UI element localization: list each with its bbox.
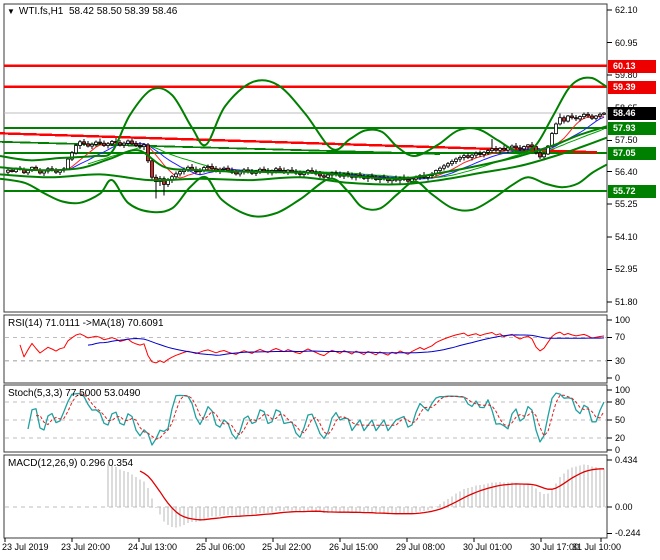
rsi-tick: 70	[615, 332, 626, 342]
price-tick: 60.95	[615, 38, 638, 48]
resistance-price-badge: 60.13	[608, 60, 656, 73]
time-tick-label: 25 Jul 06:00	[196, 542, 246, 552]
price-tick: 62.10	[615, 5, 638, 15]
macd-tick: 0.434	[615, 455, 638, 465]
time-tick-label: 31 Jul 10:00	[572, 542, 622, 552]
stoch-tick: 0	[615, 445, 621, 455]
stoch-tick: 80	[615, 397, 626, 407]
time-tick-label: 30 Jul 01:00	[463, 542, 513, 552]
price-tick: 56.40	[615, 167, 638, 177]
rsi-tick: 30	[615, 356, 626, 366]
time-tick-label: 25 Jul 22:00	[262, 542, 312, 552]
time-tick-label: 24 Jul 13:00	[128, 542, 178, 552]
stoch-tick: 50	[615, 415, 626, 425]
resistance-price-badge: 59.39	[608, 81, 656, 94]
ohlc-quote: 58.42 58.50 58.39 58.46	[68, 6, 178, 17]
price-tick: 52.95	[615, 264, 638, 274]
rsi-tick: 0	[615, 373, 621, 383]
macd-indicator-label: MACD(12,26,9) 0.296 0.354	[8, 458, 134, 469]
support-price-badge: 55.72	[608, 185, 656, 198]
rsi-tick: 100	[615, 315, 631, 325]
support-price-badge: 57.93	[608, 122, 656, 135]
macd-tick: 0.00	[615, 502, 633, 512]
time-tick-label: 23 Jul 2019	[2, 542, 49, 552]
chart-title: ▼ WTI.fs,H1 58.42 58.50 58.39 58.46	[7, 6, 177, 17]
price-tick: 59.80	[615, 70, 638, 80]
price-tick: 57.50	[615, 135, 638, 145]
time-tick-label: 29 Jul 08:00	[396, 542, 446, 552]
price-tick: 54.10	[615, 232, 638, 242]
stoch-tick: 20	[615, 433, 626, 443]
stoch-tick: 100	[615, 385, 631, 395]
time-tick-label: 23 Jul 20:00	[61, 542, 111, 552]
time-tick-label: 26 Jul 15:00	[329, 542, 379, 552]
rsi-indicator-label: RSI(14) 71.0111 ->MA(18) 70.6091	[8, 318, 164, 329]
time-tick-label: 30 Jul 17:00	[530, 542, 580, 552]
current-price-badge: 58.46	[608, 107, 656, 120]
macd-tick: -0.244	[615, 528, 641, 538]
price-tick: 55.25	[615, 199, 638, 209]
symbol-collapse-icon[interactable]: ▼	[7, 7, 15, 16]
symbol-timeframe-label: WTI.fs,H1	[18, 6, 64, 17]
price-tick: 51.80	[615, 297, 638, 307]
stoch-indicator-label: Stoch(5,3,3) 77.5000 53.0490	[8, 388, 141, 399]
support-price-badge: 57.05	[608, 147, 656, 160]
